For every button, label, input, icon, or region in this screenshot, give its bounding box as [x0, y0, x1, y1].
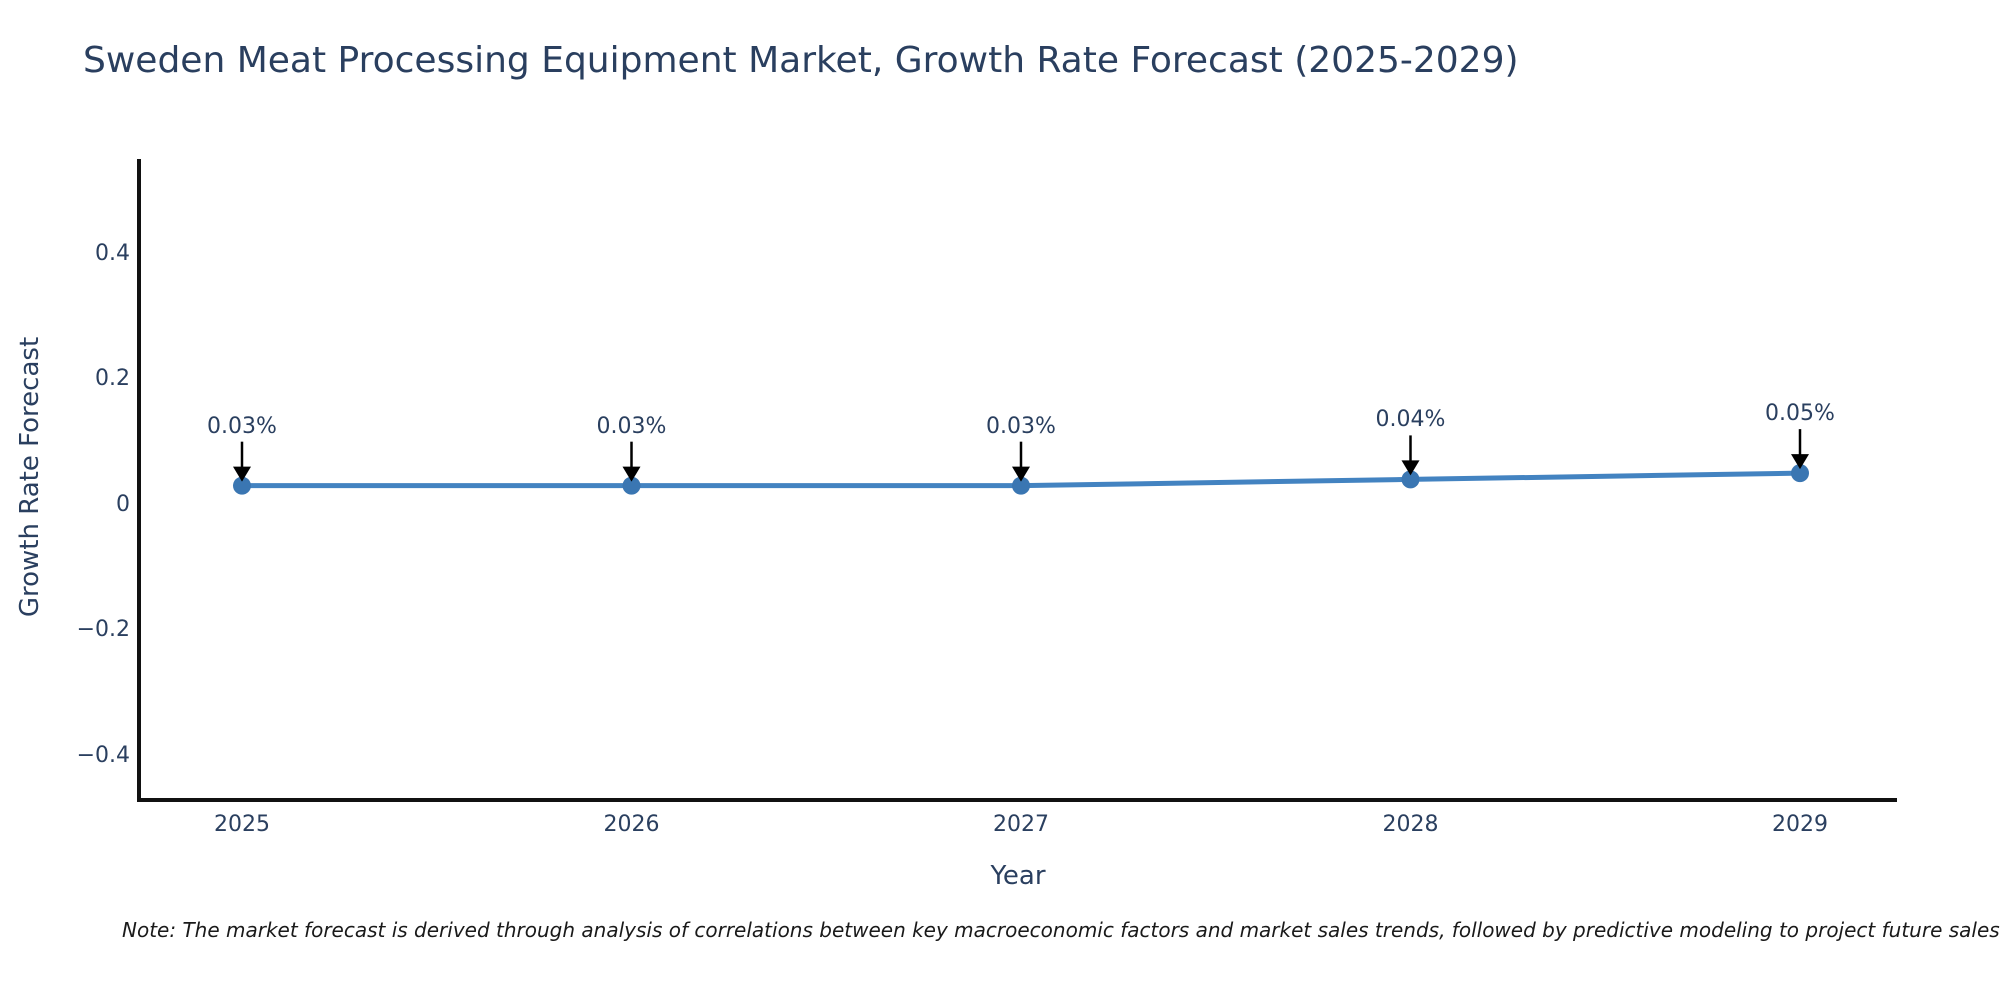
y-tick-label: 0	[116, 491, 130, 517]
x-axis-title: Year	[990, 861, 1046, 891]
annotation-arrowhead-icon	[622, 466, 641, 482]
y-tick-label: −0.2	[76, 617, 130, 642]
data-point-marker	[1012, 476, 1030, 495]
y-tick-label: 0.4	[95, 240, 130, 266]
x-tick-label: 2029	[1772, 812, 1828, 837]
data-point-annotation: 0.03%	[986, 413, 1056, 439]
x-tick-label: 2028	[1382, 812, 1439, 837]
x-tick-label: 2026	[603, 812, 660, 837]
data-point-annotation: 0.03%	[596, 413, 667, 439]
y-tick-label: −0.4	[76, 742, 130, 768]
data-point-marker	[1401, 470, 1420, 489]
annotation-arrowhead-icon	[1401, 460, 1420, 476]
y-axis-title: Growth Rate Forecast	[15, 336, 45, 618]
x-tick-label: 2027	[993, 812, 1049, 837]
data-point-marker	[622, 476, 641, 495]
data-point-marker	[233, 476, 251, 495]
x-tick-label: 2025	[214, 812, 270, 837]
data-point-annotation: 0.05%	[1765, 401, 1835, 427]
data-point-annotation: 0.03%	[207, 413, 277, 439]
data-point-annotation: 0.04%	[1375, 407, 1446, 433]
chart-title: Sweden Meat Processing Equipment Market,…	[83, 40, 1519, 81]
annotation-arrowhead-icon	[1791, 454, 1809, 470]
footnote: Note: The market forecast is derived thr…	[122, 918, 2000, 942]
data-point-marker	[1791, 464, 1809, 483]
y-tick-label: 0.2	[95, 366, 130, 391]
annotation-arrowhead-icon	[233, 466, 251, 482]
annotation-arrowhead-icon	[1012, 466, 1030, 482]
